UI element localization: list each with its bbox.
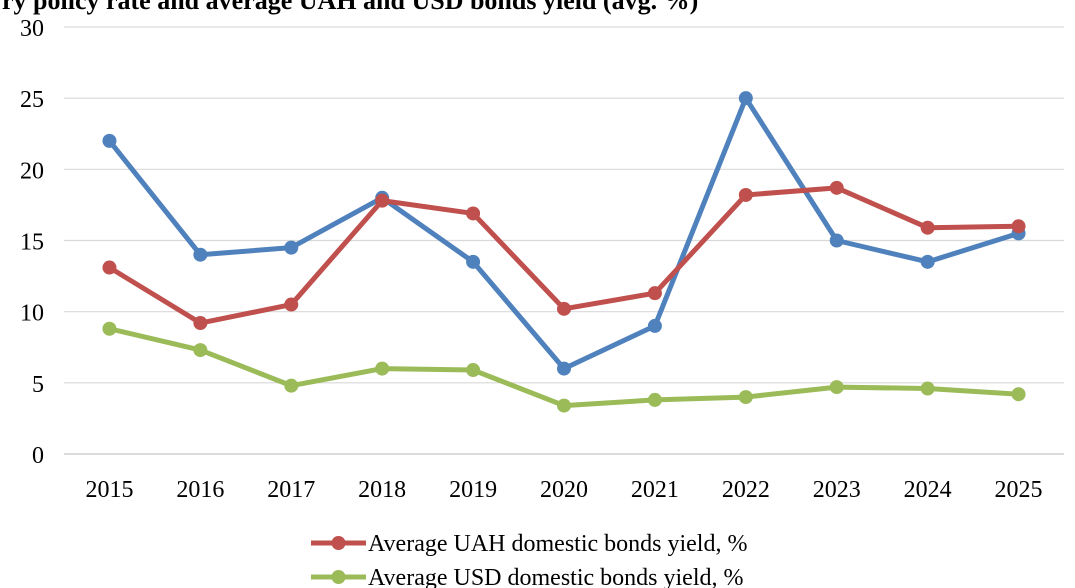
- series-policy: [102, 91, 1026, 376]
- data-point: [1011, 387, 1026, 402]
- legend-label: Average UAH domestic bonds yield, %: [368, 531, 747, 557]
- x-tick-label: 2019: [449, 477, 497, 503]
- data-point: [738, 91, 753, 106]
- data-point: [1011, 219, 1026, 234]
- data-point: [829, 233, 844, 248]
- chart-title: ry policy rate and average UAH and USD b…: [2, 0, 699, 15]
- series-lines: [102, 91, 1026, 413]
- x-axis-ticks: 2015 2016 2017 2018 2019 2020 2021 2022 2023 2024…: [85, 477, 1042, 503]
- data-point: [375, 361, 390, 376]
- x-tick-label: 2016: [176, 477, 224, 503]
- data-point: [829, 380, 844, 395]
- y-tick-label: 0: [32, 443, 44, 469]
- data-point: [193, 316, 208, 331]
- data-point: [738, 390, 753, 405]
- legend-marker: [331, 536, 346, 550]
- x-tick-label: 2022: [722, 477, 770, 503]
- data-point: [920, 220, 935, 235]
- data-point: [557, 301, 571, 316]
- data-point: [284, 297, 299, 312]
- y-tick-label: 10: [20, 301, 44, 327]
- data-point: [284, 240, 299, 255]
- data-point: [829, 180, 844, 195]
- x-tick-label: 2017: [267, 477, 315, 503]
- data-point: [920, 254, 935, 269]
- data-point: [193, 247, 208, 262]
- x-tick-label: 2023: [813, 477, 861, 503]
- series-uah: [102, 180, 1026, 331]
- legend: Average UAH domestic bonds yield, % Avera…: [311, 531, 747, 588]
- x-tick-label: 2018: [358, 477, 406, 503]
- data-point: [738, 187, 753, 202]
- data-point: [920, 381, 935, 396]
- data-point: [557, 398, 571, 413]
- x-tick-label: 2021: [631, 477, 679, 503]
- y-tick-label: 25: [20, 87, 44, 113]
- legend-item-usd: Average USD domestic bonds yield, %: [311, 565, 743, 588]
- data-point: [193, 343, 208, 358]
- data-point: [102, 133, 117, 148]
- x-tick-label: 2025: [995, 477, 1043, 503]
- data-point: [375, 193, 390, 208]
- y-tick-label: 5: [32, 372, 44, 398]
- data-point: [284, 378, 299, 393]
- data-point: [647, 392, 662, 407]
- data-point: [102, 321, 117, 336]
- data-point: [466, 363, 481, 378]
- x-tick-label: 2024: [904, 477, 952, 503]
- series-line: [106, 95, 1022, 372]
- data-point: [466, 254, 481, 269]
- data-point: [466, 206, 481, 221]
- data-point: [647, 286, 662, 301]
- legend-item-uah: Average UAH domestic bonds yield, %: [311, 531, 747, 557]
- x-tick-label: 2015: [85, 477, 133, 503]
- series-usd: [102, 321, 1026, 413]
- y-tick-label: 30: [20, 16, 44, 42]
- data-point: [647, 318, 662, 333]
- legend-label: Average USD domestic bonds yield, %: [368, 565, 743, 588]
- y-tick-label: 15: [20, 230, 44, 256]
- data-point: [102, 260, 117, 275]
- y-tick-label: 20: [20, 158, 44, 184]
- data-point: [557, 361, 571, 376]
- x-tick-label: 2020: [540, 477, 588, 503]
- y-axis-ticks: 0 5 10 15 20 25 30: [20, 16, 44, 469]
- legend-marker: [331, 570, 346, 584]
